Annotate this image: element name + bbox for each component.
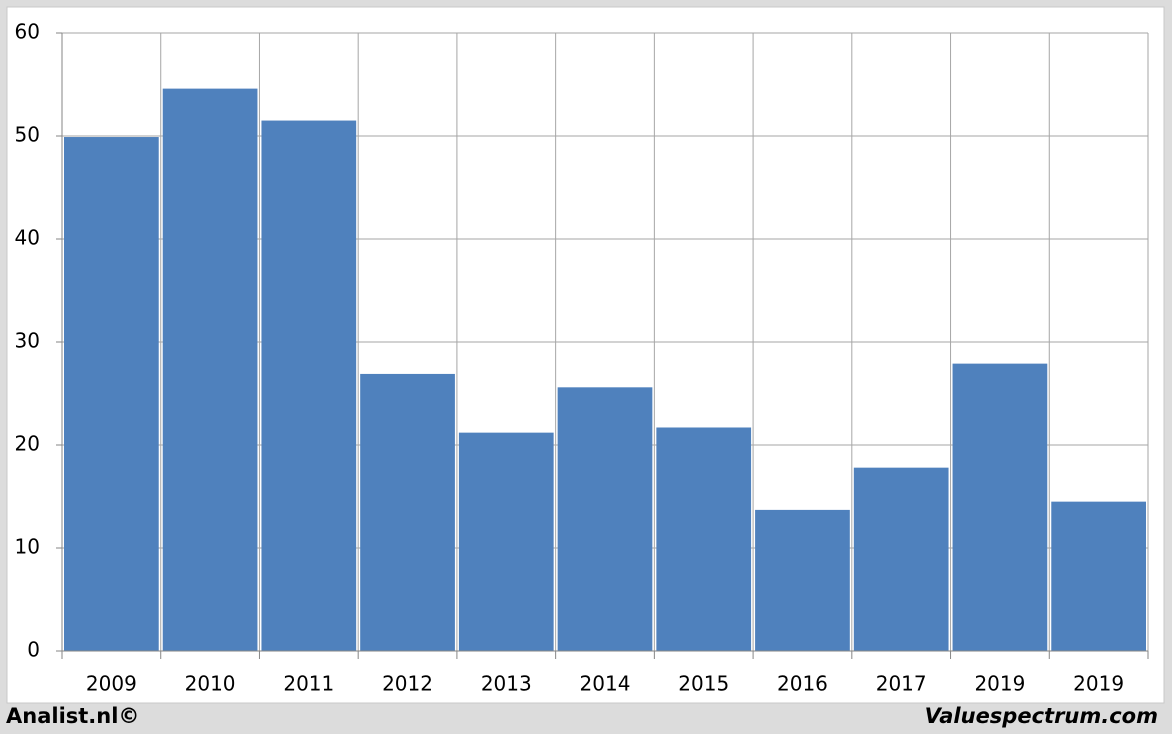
x-tick-label: 2019 — [1073, 672, 1124, 696]
x-tick-label: 2013 — [481, 672, 532, 696]
footer-left: Analist.nl© — [6, 704, 139, 728]
x-tick-label: 2017 — [876, 672, 927, 696]
x-tick-label: 2015 — [678, 672, 729, 696]
y-tick-label: 40 — [15, 226, 40, 250]
y-tick-label: 60 — [15, 20, 40, 44]
y-tick-label: 50 — [15, 123, 40, 147]
bar — [656, 427, 752, 651]
x-tick-label: 2014 — [580, 672, 631, 696]
footer-right: Valuespectrum.com — [925, 704, 1158, 728]
bar — [755, 509, 850, 651]
bar — [952, 363, 1048, 651]
bar — [557, 387, 653, 651]
y-tick-label: 0 — [27, 638, 40, 662]
bar — [1051, 501, 1146, 651]
bar — [64, 137, 159, 651]
bar — [360, 373, 455, 651]
bar — [162, 88, 258, 652]
y-tick-label: 10 — [15, 535, 40, 559]
x-tick-label: 2010 — [185, 672, 236, 696]
y-tick-label: 30 — [15, 329, 40, 353]
x-tick-label: 2011 — [283, 672, 334, 696]
x-tick-label: 2009 — [86, 672, 137, 696]
bar — [853, 467, 949, 651]
bar — [458, 432, 554, 651]
bar — [261, 120, 357, 652]
x-tick-label: 2012 — [382, 672, 433, 696]
x-tick-label: 2019 — [974, 672, 1025, 696]
y-tick-label: 20 — [15, 432, 40, 456]
x-tick-label: 2016 — [777, 672, 828, 696]
